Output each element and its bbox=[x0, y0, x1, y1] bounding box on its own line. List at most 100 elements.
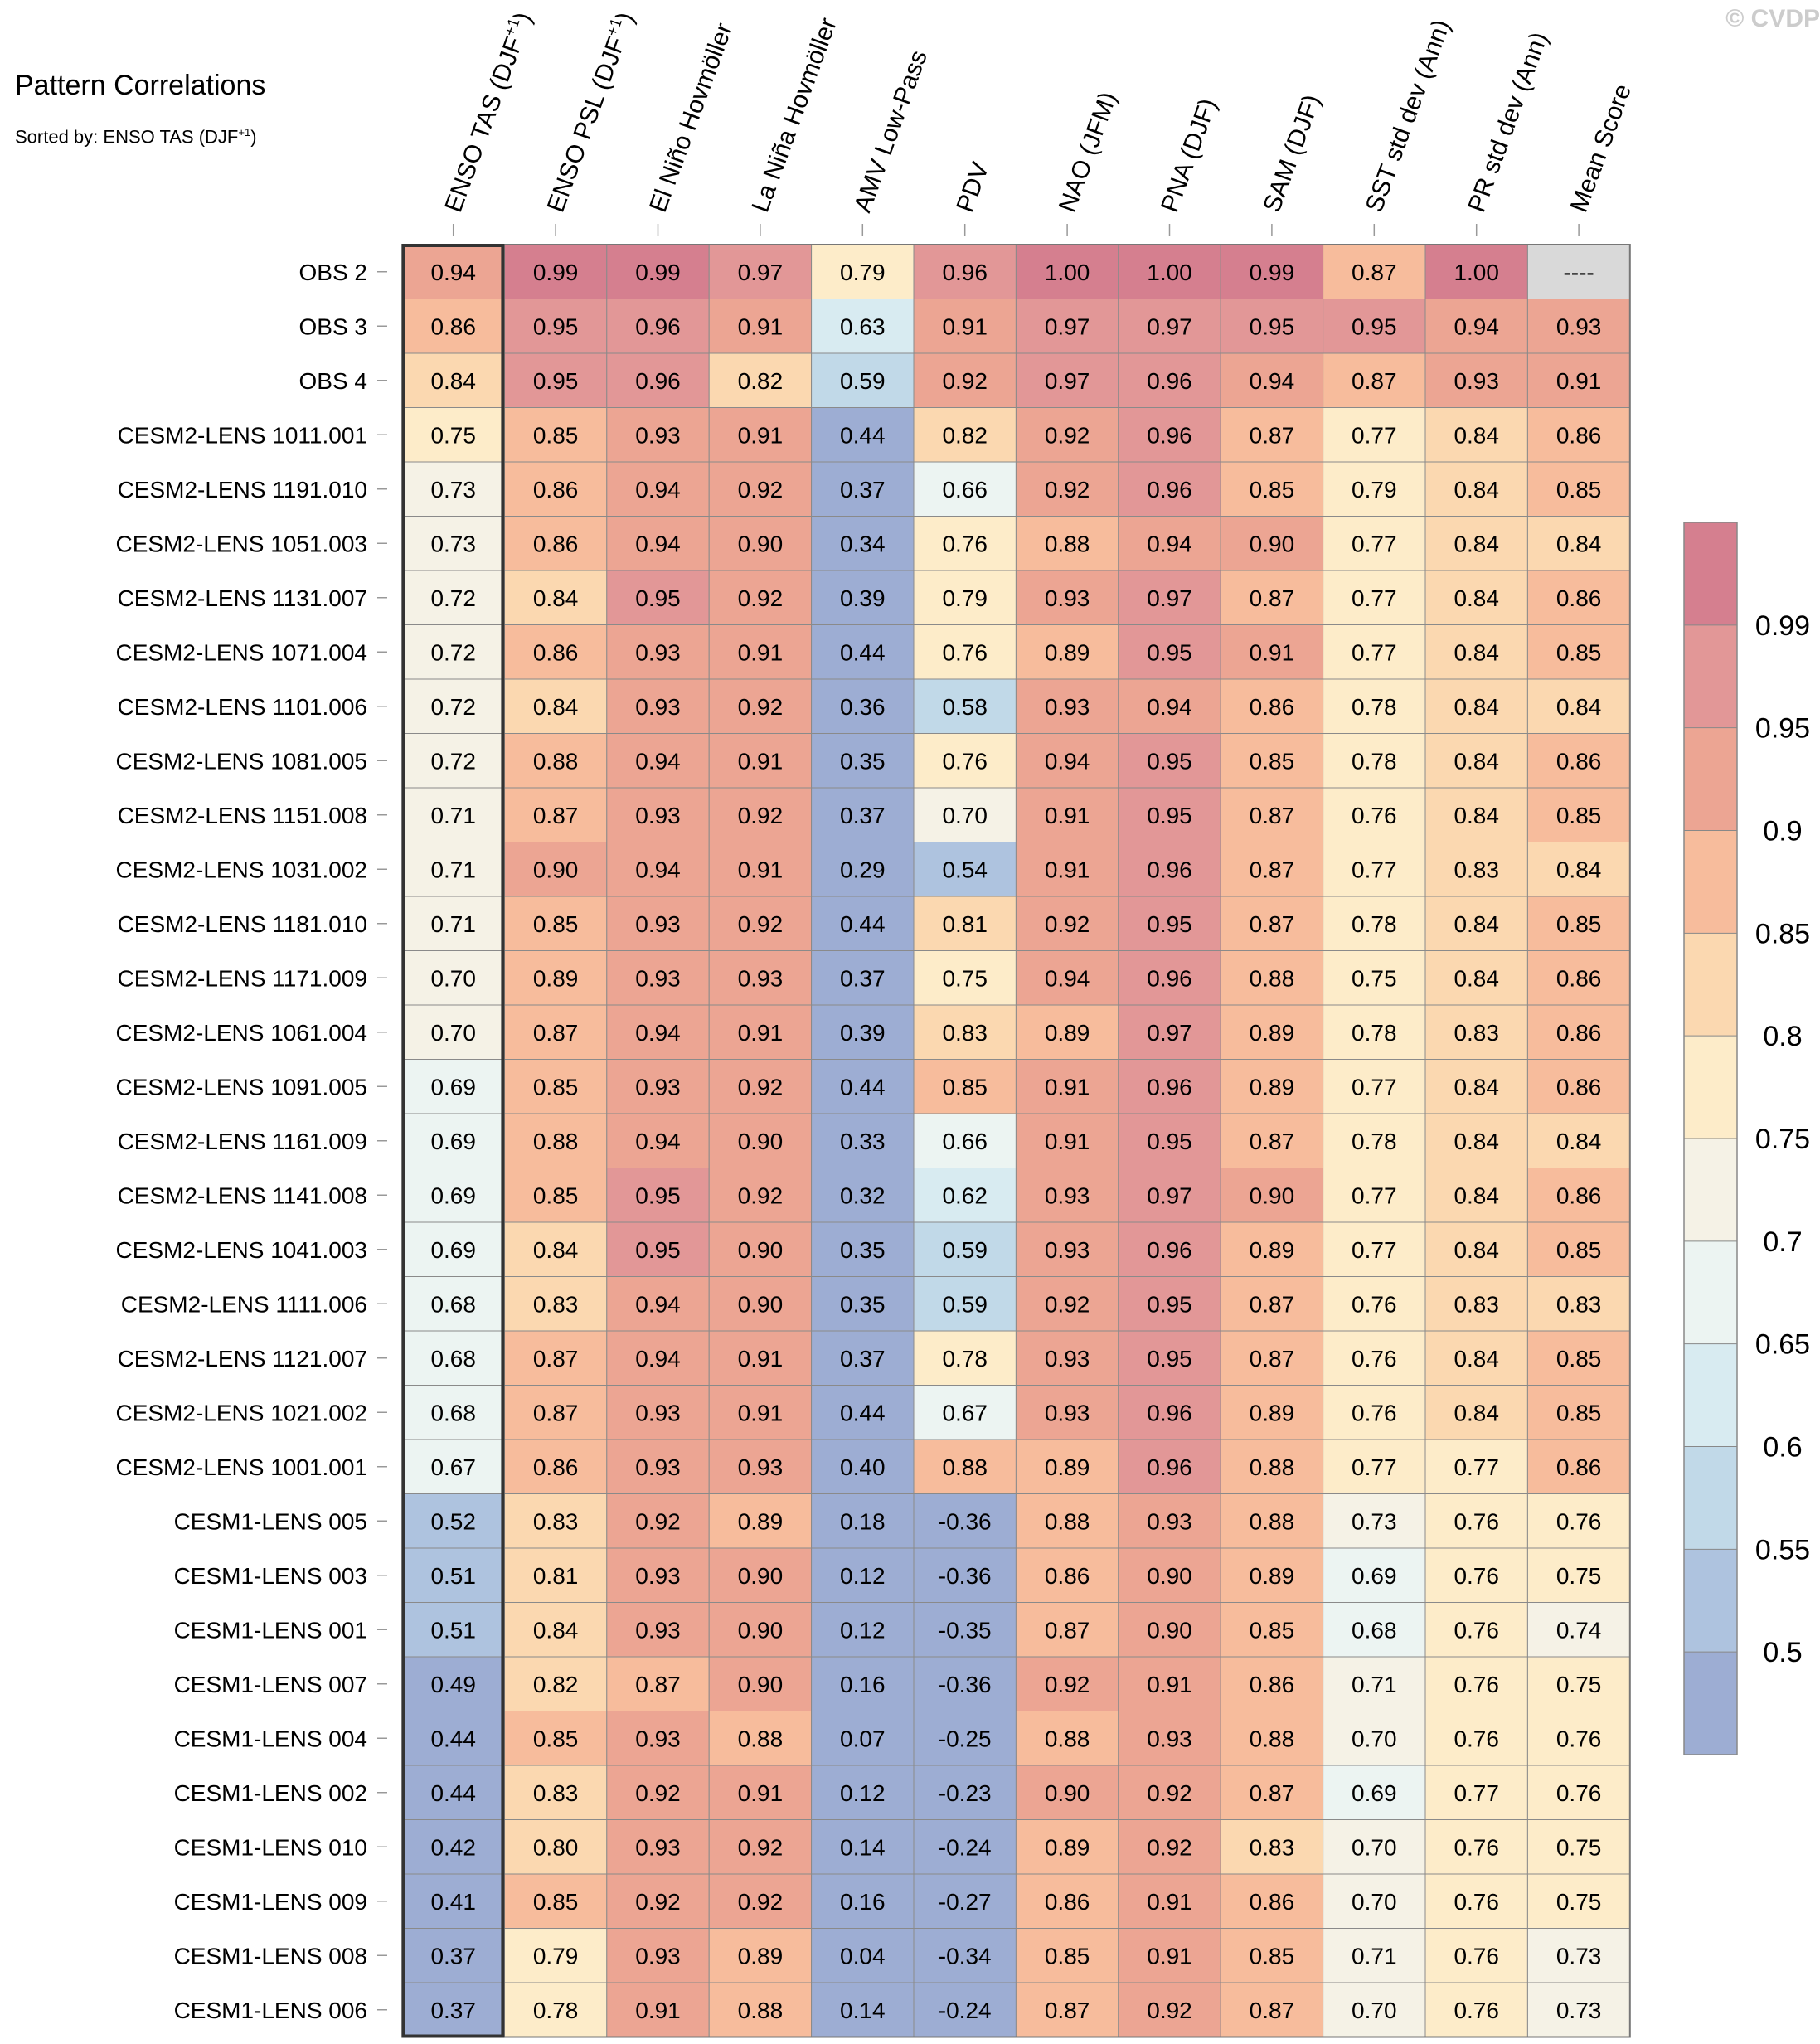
heatmap-cell bbox=[1118, 678, 1221, 734]
cell-value: 0.89 bbox=[1250, 1563, 1295, 1589]
cell-value: 0.16 bbox=[840, 1889, 886, 1915]
cell-value: 0.34 bbox=[840, 531, 886, 556]
heatmap-cell bbox=[1118, 516, 1221, 571]
row-label: CESM2-LENS 1091.005 bbox=[115, 1074, 367, 1100]
cell-value: 0.95 bbox=[635, 1237, 681, 1263]
cell-value: 0.77 bbox=[1352, 422, 1397, 448]
heatmap-cell bbox=[811, 352, 915, 408]
cell-value: 0.96 bbox=[1147, 368, 1192, 394]
heatmap-cell bbox=[1526, 1493, 1631, 1549]
colorbar-segment bbox=[1684, 1549, 1737, 1653]
cell-value: 0.85 bbox=[533, 422, 579, 448]
heatmap-cell bbox=[1526, 1004, 1631, 1060]
cell-value: 0.92 bbox=[942, 368, 988, 394]
cell-value: 0.92 bbox=[635, 1508, 681, 1534]
cell-value: 0.75 bbox=[942, 965, 988, 991]
cell-value: 0.36 bbox=[840, 694, 886, 720]
cell-value: 0.40 bbox=[840, 1454, 886, 1480]
heatmap-cell bbox=[1526, 842, 1631, 897]
cell-value: 0.88 bbox=[1045, 531, 1090, 556]
heatmap-cell bbox=[811, 1276, 915, 1332]
cell-value: 0.85 bbox=[1556, 477, 1602, 503]
heatmap-cell bbox=[913, 1330, 1017, 1386]
column-label: El Niño Hovmöller bbox=[644, 20, 738, 216]
heatmap-cell bbox=[503, 1168, 608, 1223]
heatmap-cell bbox=[1015, 244, 1119, 299]
heatmap-cell bbox=[1015, 733, 1119, 789]
heatmap-cell bbox=[708, 733, 813, 789]
heatmap-cell bbox=[811, 1330, 915, 1386]
cell-value: 0.89 bbox=[738, 1943, 784, 1969]
cell-value: 0.91 bbox=[738, 1020, 784, 1046]
cell-value: 0.35 bbox=[840, 1291, 886, 1317]
row-label: CESM2-LENS 1131.007 bbox=[118, 585, 367, 611]
cell-value: 0.84 bbox=[1556, 694, 1602, 720]
colorbar: 0.5 0.55 0.6 0.65 0.7 0.75 0.8 0.85 0.9 0.95 0.99 bbox=[1683, 522, 1810, 1755]
heatmap-cell bbox=[1526, 896, 1631, 951]
cell-value: 1.00 bbox=[1045, 260, 1090, 285]
cell-value: 0.69 bbox=[430, 1129, 476, 1154]
heatmap-cell bbox=[708, 1819, 813, 1875]
column-label-text: PDV bbox=[951, 158, 994, 216]
cell-value: 0.71 bbox=[430, 857, 476, 882]
heatmap-cell bbox=[1424, 1113, 1528, 1168]
heatmap-cell bbox=[1015, 1439, 1119, 1494]
heatmap-cell bbox=[913, 950, 1017, 1006]
heatmap-cell bbox=[1526, 1385, 1631, 1440]
cell-value: 0.89 bbox=[533, 965, 579, 991]
heatmap-cell bbox=[503, 244, 608, 299]
cell-value: 0.95 bbox=[635, 1182, 681, 1208]
colorbar-tick-label: 0.95 bbox=[1755, 713, 1810, 745]
cell-value: 0.04 bbox=[840, 1943, 886, 1969]
cell-value: 0.41 bbox=[430, 1889, 476, 1915]
cell-value: 1.00 bbox=[1147, 260, 1192, 285]
cell-value: 0.87 bbox=[1352, 368, 1397, 394]
cell-value: 0.51 bbox=[430, 1617, 476, 1643]
cell-value: 0.93 bbox=[738, 965, 784, 991]
heatmap-cell bbox=[1424, 299, 1528, 354]
cell-value: 0.84 bbox=[1556, 857, 1602, 882]
row-labels: OBS 2 OBS 3 OBS 4 CESM2-LENS 1011.001 CESM2-… bbox=[115, 260, 387, 2023]
heatmap-cell bbox=[913, 1982, 1017, 2037]
cell-value: -0.25 bbox=[939, 1726, 992, 1751]
cell-value: 0.83 bbox=[533, 1780, 579, 1806]
cell-value: 0.83 bbox=[942, 1020, 988, 1046]
cell-value: 0.70 bbox=[1352, 1998, 1397, 2023]
heatmap-cell bbox=[1323, 1656, 1426, 1711]
cell-value: 0.93 bbox=[1556, 313, 1602, 339]
heatmap-cell bbox=[913, 1711, 1017, 1766]
cell-value: 0.92 bbox=[738, 1834, 784, 1860]
heatmap-cell bbox=[1424, 1168, 1528, 1223]
cell-value: 0.14 bbox=[840, 1834, 886, 1860]
cell-value: 0.88 bbox=[1250, 1454, 1295, 1480]
heatmap-cell bbox=[1424, 1982, 1528, 2037]
heatmap-cell bbox=[503, 570, 608, 625]
cell-value: 0.90 bbox=[533, 857, 579, 882]
heatmap-cell bbox=[708, 787, 813, 842]
heatmap-cell bbox=[1424, 1493, 1528, 1549]
row-label: CESM1-LENS 007 bbox=[174, 1672, 367, 1697]
cell-value: 0.95 bbox=[533, 368, 579, 394]
heatmap-cell bbox=[913, 1928, 1017, 1983]
colorbar-segment bbox=[1684, 933, 1737, 1037]
cell-value: 0.69 bbox=[1352, 1780, 1397, 1806]
heatmap-cell bbox=[1424, 1711, 1528, 1766]
cell-value: 0.94 bbox=[635, 1291, 681, 1317]
heatmap-cell bbox=[1323, 1711, 1426, 1766]
heatmap-cell bbox=[503, 1711, 608, 1766]
cell-value: 0.90 bbox=[1147, 1617, 1192, 1643]
heatmap-cell bbox=[1220, 299, 1324, 354]
cell-value: 0.44 bbox=[840, 1074, 886, 1100]
cell-value: 0.68 bbox=[430, 1291, 476, 1317]
cell-value: 0.95 bbox=[1147, 1346, 1192, 1372]
column-label: PR std dev (Ann) bbox=[1463, 28, 1553, 216]
heatmap-cell bbox=[913, 516, 1017, 571]
cell-value: 0.96 bbox=[1147, 965, 1192, 991]
heatmap-cell bbox=[1526, 352, 1631, 408]
heatmap-cell bbox=[1424, 1276, 1528, 1332]
heatmap-cell bbox=[1526, 1547, 1631, 1603]
cell-value: 0.88 bbox=[533, 1129, 579, 1154]
cell-value: 0.75 bbox=[430, 422, 476, 448]
cell-value: -0.35 bbox=[939, 1617, 992, 1643]
cell-value: 0.96 bbox=[1147, 1454, 1192, 1480]
